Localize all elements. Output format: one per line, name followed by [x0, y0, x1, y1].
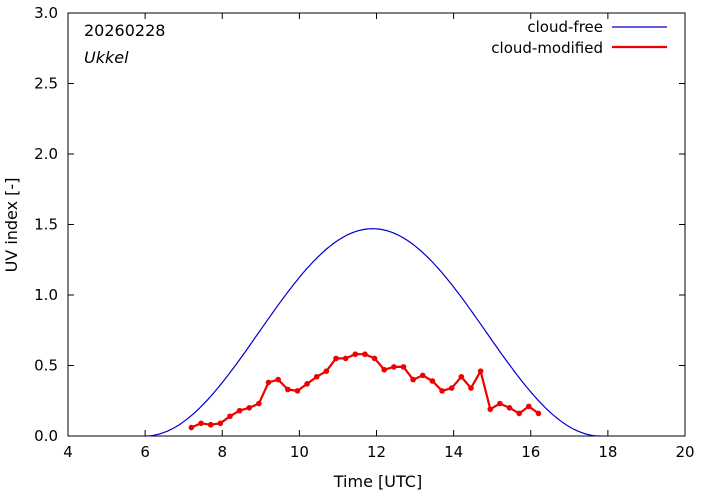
- y-tick-label: 2.5: [34, 75, 58, 93]
- data-point-cloud-modified: [188, 424, 195, 431]
- x-tick-label: 12: [367, 443, 386, 461]
- data-point-cloud-modified: [198, 420, 204, 427]
- y-axis-title: UV index [-]: [2, 178, 21, 273]
- data-point-cloud-modified: [352, 351, 359, 358]
- x-tick-label: 4: [63, 443, 73, 461]
- data-point-cloud-modified: [506, 405, 513, 411]
- date-label: 20260228: [84, 21, 165, 40]
- data-point-cloud-modified: [458, 373, 465, 380]
- data-point-cloud-modified: [362, 351, 368, 358]
- data-point-cloud-modified: [333, 355, 339, 362]
- data-point-cloud-modified: [285, 386, 291, 393]
- data-point-cloud-modified: [400, 364, 407, 370]
- data-point-cloud-modified: [236, 407, 243, 414]
- data-point-cloud-modified: [439, 388, 445, 394]
- data-point-cloud-modified: [468, 385, 474, 391]
- data-point-cloud-modified: [497, 400, 503, 407]
- y-tick-label: 1.5: [34, 216, 58, 234]
- data-point-cloud-modified: [419, 372, 426, 379]
- data-point-cloud-modified: [275, 376, 281, 383]
- x-tick-label: 10: [290, 443, 309, 461]
- data-point-cloud-modified: [265, 379, 272, 386]
- y-tick-label: 1.0: [34, 286, 58, 304]
- x-tick-label: 14: [444, 443, 463, 461]
- data-point-cloud-modified: [487, 406, 494, 413]
- data-point-cloud-modified: [227, 413, 233, 420]
- x-tick-label: 6: [140, 443, 150, 461]
- y-tick-label: 2.0: [34, 145, 58, 163]
- data-point-cloud-modified: [516, 410, 522, 417]
- data-point-cloud-modified: [477, 368, 484, 374]
- data-point-cloud-modified: [371, 355, 378, 362]
- data-point-cloud-modified: [256, 400, 262, 407]
- y-tick-label: 3.0: [34, 4, 58, 22]
- data-point-cloud-modified: [207, 421, 214, 428]
- series-line-cloud-free: [145, 228, 601, 437]
- x-tick-label: 20: [675, 443, 694, 461]
- data-point-cloud-modified: [429, 378, 436, 384]
- data-point-cloud-modified: [391, 364, 397, 370]
- data-point-cloud-modified: [448, 385, 455, 391]
- legend-label-cloud-modified: cloud-modified: [491, 39, 603, 57]
- data-point-cloud-modified: [304, 381, 310, 387]
- data-point-cloud-modified: [535, 410, 542, 417]
- data-point-cloud-modified: [410, 376, 416, 383]
- series-layer: [145, 228, 601, 437]
- x-axis-title: Time [UTC]: [333, 472, 422, 491]
- legend-label-cloud-free: cloud-free: [527, 18, 603, 36]
- data-point-cloud-modified: [381, 366, 388, 373]
- station-label: Ukkel: [84, 48, 129, 67]
- data-point-cloud-modified: [526, 403, 532, 410]
- x-tick-label: 18: [598, 443, 617, 461]
- axes-layer: 4 6 8 10 12 14 16 18 20 0.0 0.5 1.0 1.5 2.0 2.5 3.0: [34, 4, 694, 461]
- data-point-cloud-modified: [313, 373, 320, 380]
- data-point-cloud-modified: [323, 368, 330, 374]
- legend: cloud-free cloud-modified: [491, 18, 667, 57]
- x-tick-label: 16: [521, 443, 540, 461]
- y-tick-label: 0.5: [34, 357, 58, 375]
- x-tick-label: 8: [217, 443, 227, 461]
- data-point-cloud-modified: [217, 420, 224, 427]
- y-tick-label: 0.0: [34, 427, 58, 445]
- data-point-cloud-modified: [246, 405, 253, 411]
- data-point-cloud-modified: [342, 355, 349, 362]
- data-point-cloud-modified: [294, 388, 301, 394]
